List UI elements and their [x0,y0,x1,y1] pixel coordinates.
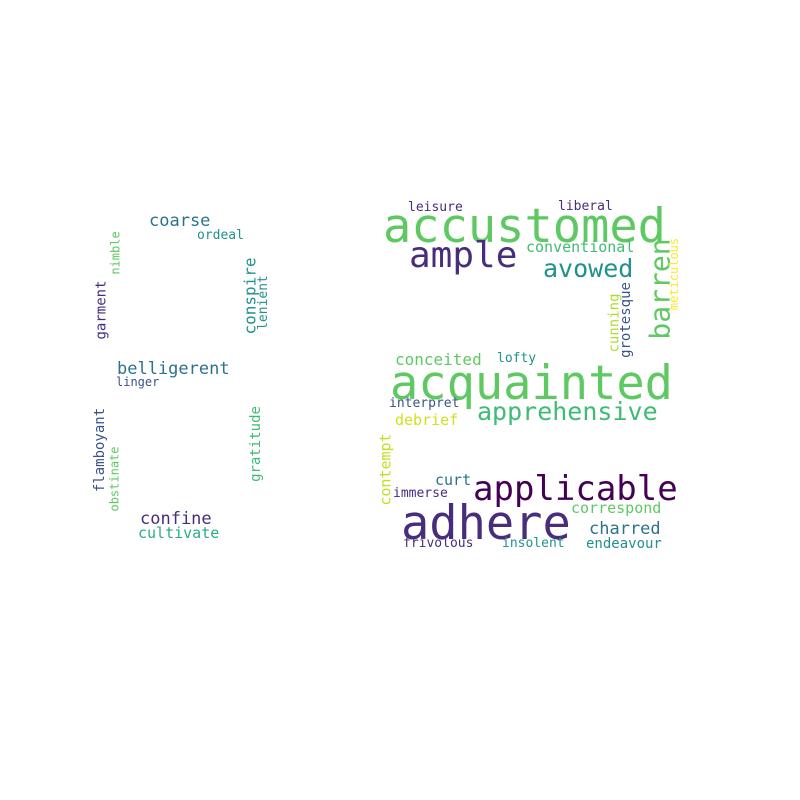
word-ordeal: ordeal [197,228,244,243]
word-immerse: immerse [393,486,448,501]
word-apprehensive: apprehensive [477,397,658,426]
word-insolent: insolent [502,536,565,551]
word-gratitude: gratitude [247,406,264,482]
word-conceited: conceited [395,350,482,369]
word-contempt: contempt [376,433,395,506]
word-confine: confine [140,509,212,529]
word-obstinate: obstinate [107,446,122,512]
word-endeavour: endeavour [586,536,662,552]
word-cultivate: cultivate [138,524,220,542]
word-flamboyant: flamboyant [92,407,109,493]
word-lofty: lofty [497,351,537,366]
word-leisure: leisure [408,200,463,215]
word-conventional: conventional [526,238,635,256]
word-ample: ample [409,235,518,276]
word-adhere: adhere [401,496,571,551]
word-acquainted: acquainted [390,356,673,411]
word-coarse: coarse [149,211,211,231]
word-lenient: lenient [255,275,271,330]
word-garment: garment [93,280,110,340]
word-frivolous: frivolous [403,536,474,551]
word-correspond: correspond [571,499,662,517]
word-meticulous: meticulous [667,237,682,311]
word-applicable: applicable [473,469,678,509]
word-liberal: liberal [558,199,613,214]
word-grotesque: grotesque [617,282,634,358]
word-debrief: debrief [395,411,459,429]
word-linger: linger [116,375,160,389]
word-avowed: avowed [543,254,634,283]
word-nimble: nimble [108,231,123,275]
word-belligerent: belligerent [117,359,230,379]
word-charred: charred [589,519,661,539]
word-curt: curt [435,471,472,489]
word-interpret: interpret [389,396,460,411]
word-accustomed: accustomed [383,199,666,254]
